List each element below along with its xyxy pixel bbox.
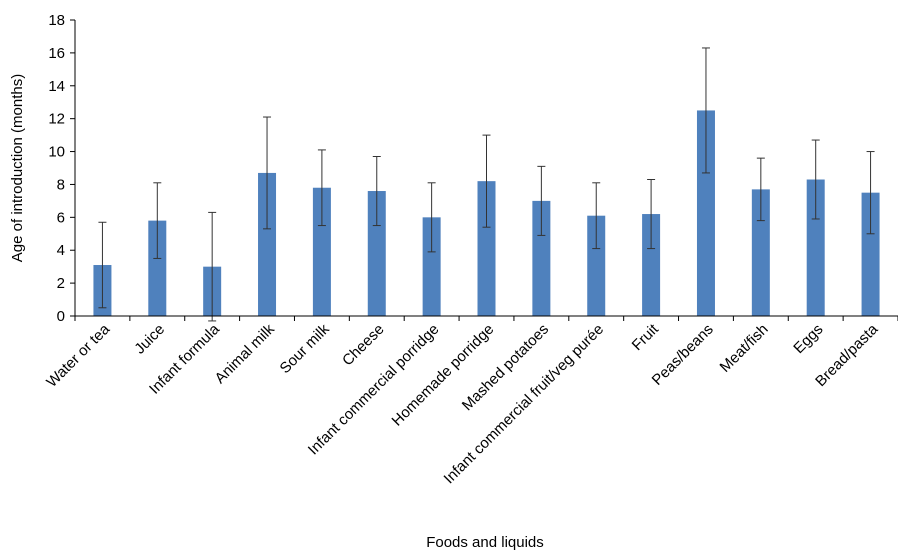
bar [751, 189, 770, 316]
x-category-label: Homemade porridge [389, 321, 498, 430]
bar [696, 110, 715, 316]
y-tick-label: 16 [48, 45, 65, 62]
y-tick-label: 8 [57, 176, 65, 193]
y-axis: 0 2 4 6 8 10 12 14 16 18 [48, 12, 76, 325]
y-tick-label: 12 [48, 111, 65, 128]
bar [861, 192, 880, 316]
bar [148, 220, 167, 316]
x-category-label: Juice [131, 321, 168, 358]
x-category-label: Animal milk [212, 320, 279, 387]
x-category-label: Sour milk [277, 320, 334, 377]
y-tick-label: 18 [48, 12, 65, 29]
bar [587, 215, 606, 316]
x-category-label: Eggs [790, 321, 826, 357]
y-tick-label: 0 [57, 308, 65, 325]
x-axis-title: Foods and liquids [426, 534, 544, 551]
y-tick-label: 6 [57, 209, 65, 226]
x-category-label: Meat/fish [717, 321, 772, 376]
y-tick-label: 2 [57, 275, 65, 292]
bar [477, 181, 496, 316]
bar [312, 187, 331, 316]
x-category-label: Water or tea [43, 320, 113, 390]
bar [422, 217, 441, 316]
x-category-label: Fruit [629, 320, 663, 354]
bar [367, 191, 386, 316]
y-tick-label: 10 [48, 144, 65, 161]
bar [258, 172, 277, 316]
error-bars-group [98, 47, 875, 322]
y-axis-title: Age of introduction (months) [9, 74, 26, 262]
bar [642, 214, 661, 316]
x-category-label: Cheese [339, 321, 388, 370]
bar [532, 200, 551, 316]
y-tick-label: 4 [57, 242, 65, 259]
y-tick-label: 14 [48, 78, 65, 95]
bar [806, 179, 825, 316]
